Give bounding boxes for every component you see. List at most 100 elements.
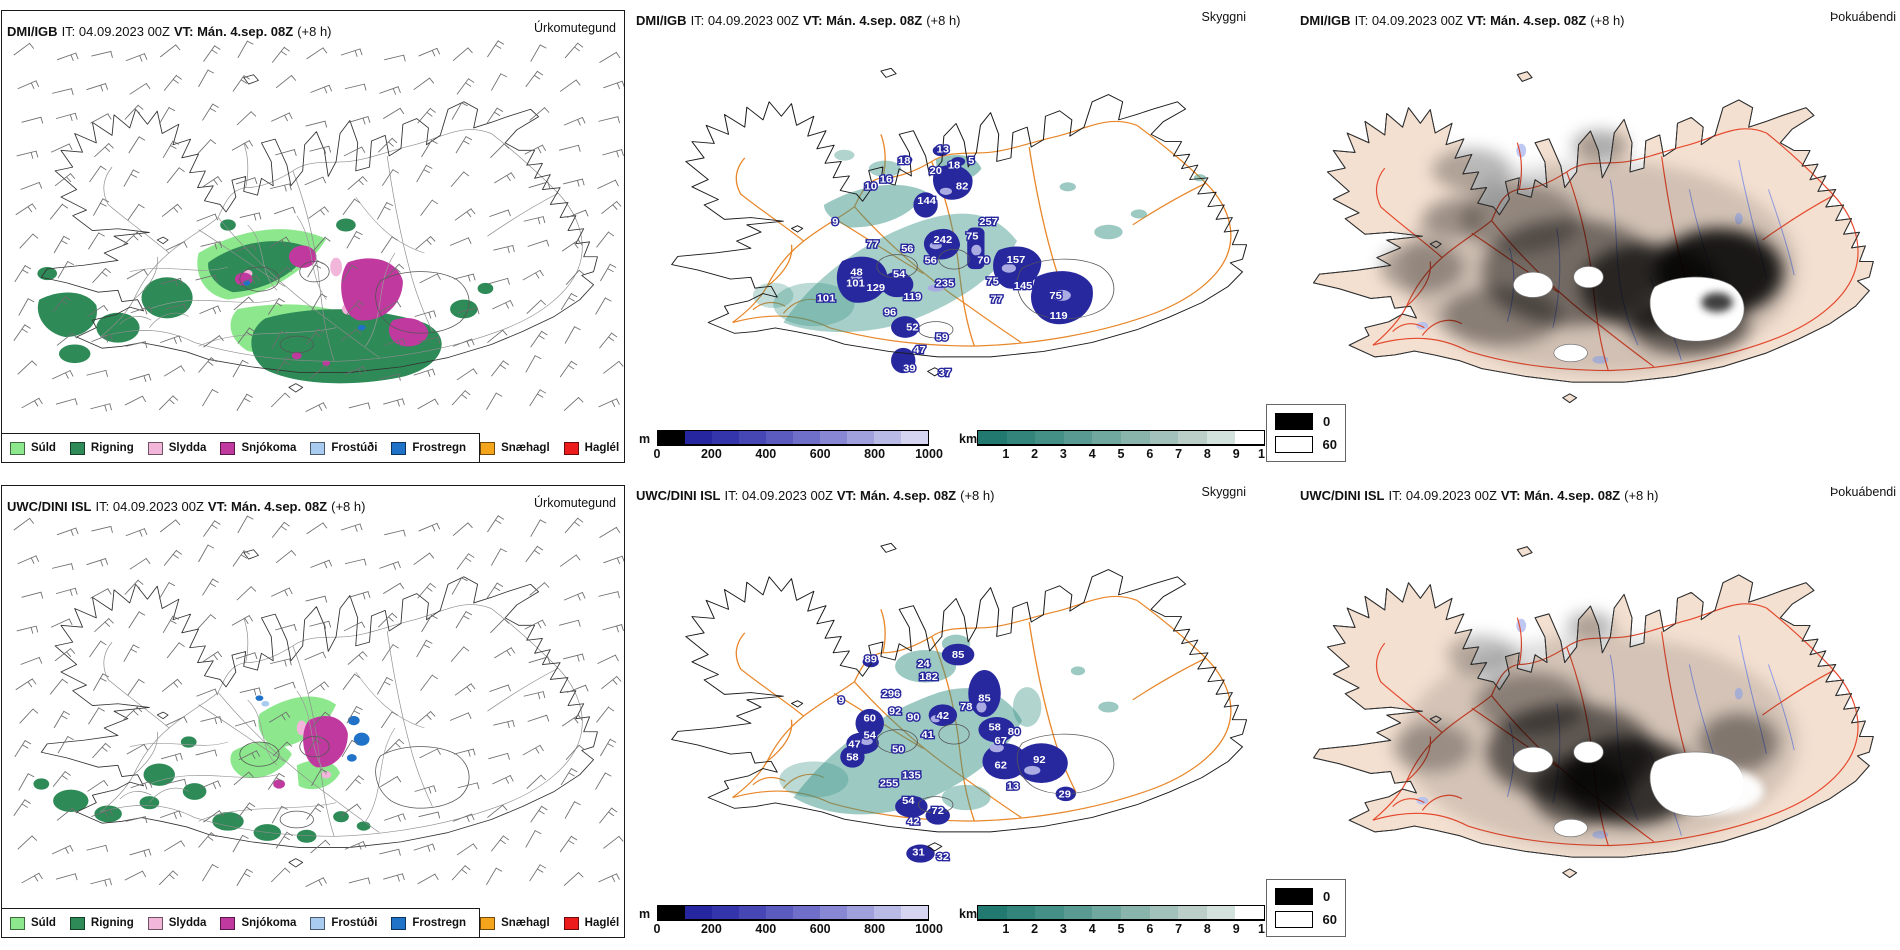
visibility-value: 75	[986, 276, 999, 287]
scale-bar	[977, 430, 1265, 445]
legend-swatch	[147, 441, 163, 455]
panel-header: UWC/DINI ISL IT: 04.09.2023 00Z VT: Mán. 4…	[1300, 488, 1662, 503]
scale-tick-label: 8	[1203, 447, 1211, 461]
scale-tick-label: 1	[1002, 922, 1010, 936]
scale-segment	[874, 906, 901, 919]
product-label: Úrkomutegund	[534, 21, 616, 35]
duration-label: 60	[1322, 437, 1337, 452]
lead-time: (+8 h)	[297, 24, 332, 39]
scale-tick-label: 7	[1175, 922, 1183, 936]
scale-tick-label: 800	[864, 447, 886, 461]
scale-tick-label: 7	[1175, 447, 1183, 461]
visibility-scale-km: km 1 2 3 4 5 6 7 8 9 10	[959, 905, 1272, 939]
visibility-value: 13	[1007, 781, 1020, 792]
visibility-value: 50	[892, 744, 905, 755]
visibility-value: 54	[864, 730, 877, 741]
scale-segment	[1120, 906, 1150, 919]
visibility-value: 92	[889, 706, 902, 717]
scale-segment	[685, 906, 712, 919]
visibility-value: 119	[1050, 310, 1068, 321]
scale-segment	[1092, 431, 1121, 444]
scale-tick-label: 1000	[915, 922, 943, 936]
product-label: Skyggni	[1201, 10, 1246, 24]
panel-uwc-visibility: UWC/DINI ISL IT: 04.09.2023 00Z VT: Mán. 4…	[631, 475, 1274, 950]
scale-tick-label: 200	[700, 447, 722, 461]
scale-tick-label: 400	[755, 447, 777, 461]
legend-label: Súld	[31, 442, 56, 454]
legend-item: Rigning	[69, 441, 134, 455]
visibility-value: 59	[936, 332, 949, 343]
legend-swatch	[10, 916, 25, 930]
lead-time: (+8 h)	[1624, 488, 1659, 503]
scale-tick-label: 9	[1232, 447, 1240, 461]
init-time: IT: 04.09.2023 00Z	[1388, 488, 1497, 503]
product-label: Skyggni	[1201, 485, 1246, 499]
duration-swatch	[1275, 888, 1313, 905]
legend-swatch	[391, 916, 407, 930]
visibility-value: 135	[902, 770, 921, 781]
scale-tick-label: 200	[700, 922, 722, 936]
legend-item: Súld	[10, 916, 56, 930]
duration-legend-row: 60	[1275, 911, 1337, 928]
legend-item: Snjókoma	[220, 441, 296, 455]
visibility-value: 90	[907, 712, 920, 723]
valid-time: VT: Mán. 4.sep. 08Z	[836, 488, 957, 503]
visibility-value: 92	[1033, 755, 1046, 766]
panel-uwc-precip-type: UWC/DINI ISL IT: 04.09.2023 00Z VT: Mán. 4…	[0, 475, 631, 950]
scale-tick-label: 1	[1002, 447, 1010, 461]
visibility-value: 18	[948, 160, 961, 171]
panel-header: DMI/IGB IT: 04.09.2023 00Z VT: Mán. 4.sep.…	[1300, 13, 1629, 28]
visibility-value: 89	[865, 654, 878, 665]
visibility-value: 80	[1008, 727, 1021, 738]
scale-segment	[685, 431, 712, 444]
panel-dmi-precip-type: DMI/IGB IT: 04.09.2023 00Z VT: Mán. 4.sep.…	[0, 0, 631, 475]
scale-segment	[1149, 431, 1179, 444]
legend-item: Frostregn	[391, 916, 466, 930]
duration-legend-row: 0	[1275, 888, 1337, 905]
legend-label: Slydda	[168, 442, 207, 454]
scale-segment	[978, 906, 1007, 919]
product-label: Þokuábendi	[1829, 10, 1896, 24]
scale-tick-label: 600	[809, 447, 831, 461]
visibility-value: 39	[903, 363, 916, 374]
legend-label: Snæhagl	[501, 917, 550, 929]
scale-tick-label: 600	[809, 922, 831, 936]
visibility-value: 60	[864, 713, 877, 724]
visibility-value: 182	[919, 671, 938, 682]
visibility-value: 56	[901, 243, 914, 254]
legend-label: Snjókoma	[241, 917, 297, 929]
legend-label: Frostúði	[331, 442, 378, 454]
legend-label: Haglél	[584, 917, 620, 929]
legend-label: Slydda	[168, 917, 207, 929]
legend-label: Frostregn	[412, 442, 467, 454]
visibility-value: 70	[977, 255, 990, 266]
scale-segment	[739, 431, 766, 444]
legend-item: Snjókoma	[220, 916, 297, 930]
scale-segment	[739, 906, 766, 919]
model-name: DMI/IGB	[1300, 13, 1351, 28]
legend-item: Slydda	[147, 916, 207, 930]
visibility-value: 101	[817, 293, 836, 304]
visibility-value: 72	[932, 805, 945, 816]
legend-label: Frostúði	[331, 917, 378, 929]
scale-segment	[901, 906, 928, 919]
visibility-value: 257	[979, 216, 998, 227]
scale-tick-label: 3	[1059, 447, 1067, 461]
visibility-value: 54	[893, 269, 906, 280]
duration-legend-row: 0	[1275, 413, 1337, 430]
scale-segment	[874, 431, 901, 444]
scale-segment	[712, 431, 739, 444]
lead-time: (+8 h)	[960, 488, 995, 503]
legend-swatch	[220, 441, 236, 455]
wind-barbs	[13, 40, 624, 413]
fog-duration-legend: 0 60	[1266, 404, 1346, 462]
visibility-value: 96	[884, 307, 897, 318]
legend-swatch	[220, 916, 236, 930]
scale-segment	[1235, 431, 1264, 444]
visibility-scale-m: m 0 200 400 600 800 1000	[639, 905, 943, 939]
scale-tick-label: 4	[1088, 922, 1096, 936]
precip-type-map	[13, 40, 624, 413]
visibility-value: 62	[995, 760, 1008, 771]
visibility-value: 255	[880, 778, 899, 789]
visibility-value: 5	[968, 156, 974, 167]
